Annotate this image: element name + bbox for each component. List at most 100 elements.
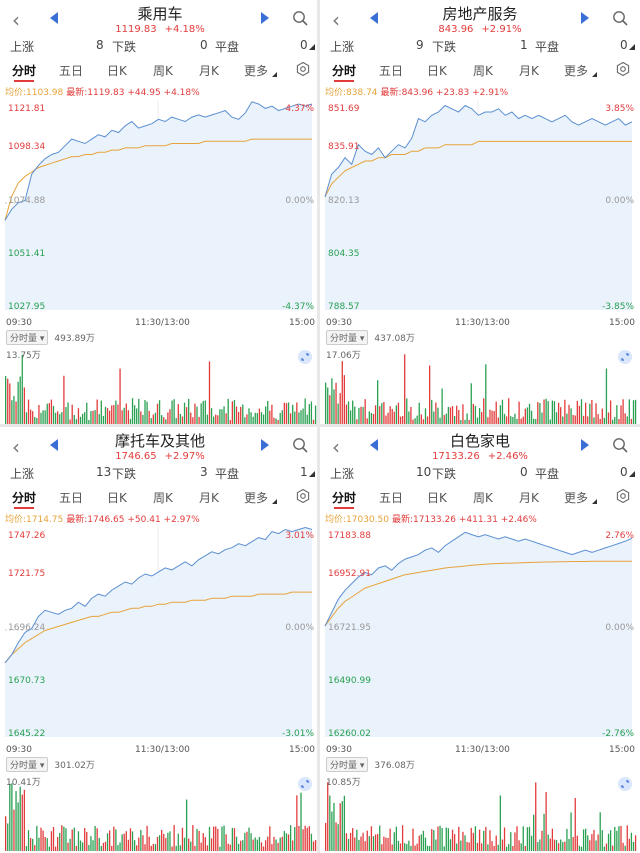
tab-4[interactable]: 月K xyxy=(519,64,539,78)
volume-bar xyxy=(443,846,445,851)
triangle-right-icon[interactable] xyxy=(261,12,269,24)
gear-icon[interactable] xyxy=(616,489,630,503)
volume-bar xyxy=(285,403,288,424)
tab-3[interactable]: 周K xyxy=(153,491,173,505)
search-icon[interactable] xyxy=(292,437,308,453)
volume-bar xyxy=(202,833,204,851)
tab-4[interactable]: 月K xyxy=(199,64,219,78)
tab-3[interactable]: 周K xyxy=(473,64,493,78)
volume-bar xyxy=(591,399,593,424)
tab-1[interactable]: 五日 xyxy=(379,491,404,505)
gear-icon[interactable] xyxy=(616,62,630,76)
chevron-left-icon[interactable]: ‹ xyxy=(332,8,340,32)
triangle-left-icon[interactable] xyxy=(50,12,58,24)
tab-1[interactable]: 五日 xyxy=(379,64,404,78)
tab-1[interactable]: 五日 xyxy=(59,64,84,78)
down-count: 3 xyxy=(200,465,208,479)
intraday-chart[interactable]: 851.69 835.91 820.13 804.35 788.57 3.85%… xyxy=(320,96,637,317)
tab-5[interactable]: 更多 xyxy=(244,64,269,78)
tab-5[interactable]: 更多 xyxy=(564,64,589,78)
tab-0[interactable]: 分时 xyxy=(332,491,357,505)
volume-bar xyxy=(113,826,115,851)
triangle-left-icon[interactable] xyxy=(370,439,378,451)
volume-bar xyxy=(620,405,622,424)
tab-0[interactable]: 分时 xyxy=(332,64,357,78)
volume-bar xyxy=(265,406,267,424)
zoom-icon[interactable] xyxy=(298,350,312,364)
intraday-chart[interactable]: 1747.26 1721.75 1696.24 1670.73 1645.22 … xyxy=(0,523,317,744)
volume-bar xyxy=(524,846,526,851)
zoom-icon[interactable] xyxy=(618,777,632,791)
zoom-icon[interactable] xyxy=(298,777,312,791)
volume-tag[interactable]: 分时量 ▾ xyxy=(6,757,49,772)
more-marker xyxy=(272,499,277,504)
volume-bar xyxy=(495,835,497,851)
tab-2[interactable]: 日K xyxy=(107,491,127,505)
volume-bar xyxy=(235,836,238,851)
tab-4[interactable]: 月K xyxy=(519,491,539,505)
period-tabs: 分时 五日 日K 周K 月K 更多 xyxy=(0,485,317,509)
chevron-left-icon[interactable]: ‹ xyxy=(332,435,340,459)
volume-bar xyxy=(493,845,495,851)
volume-bar xyxy=(508,398,510,424)
volume-bar xyxy=(165,419,167,424)
triangle-right-icon[interactable] xyxy=(581,439,589,451)
intraday-chart[interactable]: 1121.81 1098.34 1074.88 1051.41 1027.95 … xyxy=(0,96,317,317)
volume-bar xyxy=(553,401,556,424)
tab-5[interactable]: 更多 xyxy=(244,491,269,505)
price-area xyxy=(325,105,632,310)
search-icon[interactable] xyxy=(292,10,308,26)
volume-bar xyxy=(213,416,215,424)
triangle-right-icon[interactable] xyxy=(581,12,589,24)
volume-total: 493.89万 xyxy=(54,334,95,344)
volume-bar xyxy=(221,826,223,851)
volume-bar xyxy=(441,388,443,424)
volume-bar xyxy=(144,400,146,424)
volume-bar xyxy=(535,782,537,851)
volume-bar xyxy=(204,837,206,851)
volume-tag[interactable]: 分时量 ▾ xyxy=(6,330,49,345)
tab-3[interactable]: 周K xyxy=(473,491,493,505)
search-icon[interactable] xyxy=(612,10,628,26)
triangle-right-icon[interactable] xyxy=(261,439,269,451)
tab-2[interactable]: 日K xyxy=(427,64,447,78)
zoom-icon[interactable] xyxy=(618,350,632,364)
tab-2[interactable]: 日K xyxy=(107,64,127,78)
volume-bar xyxy=(198,830,200,851)
volume-bar xyxy=(487,417,489,424)
chevron-left-icon[interactable]: ‹ xyxy=(12,8,20,32)
tab-4[interactable]: 月K xyxy=(199,491,219,505)
search-icon[interactable] xyxy=(612,437,628,453)
tab-5[interactable]: 更多 xyxy=(564,491,589,505)
volume-bar xyxy=(67,842,69,851)
volume-bar xyxy=(306,414,308,424)
tab-1[interactable]: 五日 xyxy=(59,491,84,505)
volume-bar xyxy=(401,825,404,851)
triangle-left-icon[interactable] xyxy=(370,12,378,24)
volume-bar xyxy=(591,834,593,851)
volume-tag[interactable]: 分时量 ▾ xyxy=(326,330,369,345)
volume-bar xyxy=(13,396,15,424)
volume-bar xyxy=(445,413,447,424)
volume-bar xyxy=(210,838,213,851)
intraday-chart[interactable]: 17183.88 16952.91 16721.95 16490.99 1626… xyxy=(320,523,637,744)
y-tick-left-1: 835.91 xyxy=(328,142,360,152)
gear-icon[interactable] xyxy=(296,489,310,503)
volume-bar xyxy=(314,839,317,851)
volume-bar xyxy=(84,827,86,851)
volume-bar xyxy=(283,831,286,851)
tab-3[interactable]: 周K xyxy=(153,64,173,78)
volume-bar xyxy=(572,837,574,851)
sector-price: 1119.83 xyxy=(115,24,157,35)
tab-2[interactable]: 日K xyxy=(427,491,447,505)
chevron-left-icon[interactable]: ‹ xyxy=(12,435,20,459)
triangle-left-icon[interactable] xyxy=(50,439,58,451)
volume-tag[interactable]: 分时量 ▾ xyxy=(326,757,369,772)
volume-bar xyxy=(277,419,279,424)
volume-bar xyxy=(17,802,19,851)
gear-icon[interactable] xyxy=(296,62,310,76)
panel-header: ‹ 乘用车 1119.83 +4.18% xyxy=(0,0,317,40)
tab-0[interactable]: 分时 xyxy=(12,491,37,505)
volume-bar xyxy=(543,399,545,424)
tab-0[interactable]: 分时 xyxy=(12,64,37,78)
